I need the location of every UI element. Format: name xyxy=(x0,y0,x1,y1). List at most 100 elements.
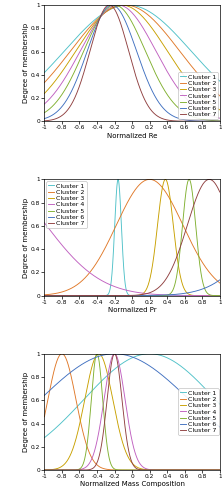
Cluster 2 xyxy=(61,289,64,295)
Cluster 3 xyxy=(164,467,166,473)
Cluster 1 xyxy=(183,40,186,46)
Cluster 6 xyxy=(120,292,123,298)
Cluster 3 xyxy=(183,467,186,473)
Cluster 2 xyxy=(124,2,127,8)
Cluster 4 xyxy=(121,2,123,8)
Cluster 1 xyxy=(164,20,166,26)
Cluster 4 xyxy=(43,467,46,473)
Cluster 4 xyxy=(164,467,166,473)
Cluster 5 xyxy=(188,176,190,182)
Cluster 2 xyxy=(218,280,221,286)
Cluster 4 xyxy=(218,467,221,473)
Cluster 4 xyxy=(61,80,64,86)
Cluster 2 xyxy=(183,226,186,232)
Cluster 6 xyxy=(183,392,186,398)
Cluster 3 xyxy=(61,292,64,298)
Cluster 2 xyxy=(180,50,183,56)
Cluster 4 xyxy=(113,351,116,357)
Cluster 2 xyxy=(180,218,183,224)
Cluster 5 xyxy=(164,467,166,473)
Line: Cluster 2: Cluster 2 xyxy=(44,354,220,470)
Line: Cluster 7: Cluster 7 xyxy=(44,354,220,470)
Cluster 5 xyxy=(114,2,117,8)
Cluster 7 xyxy=(114,352,117,358)
Cluster 5 xyxy=(113,2,116,8)
Cluster 6 xyxy=(218,118,221,124)
Cluster 6 xyxy=(113,351,116,357)
Cluster 6 xyxy=(61,103,64,109)
Cluster 3 xyxy=(43,467,46,473)
Cluster 1 xyxy=(114,366,117,372)
Line: Cluster 3: Cluster 3 xyxy=(44,5,220,110)
Cluster 7 xyxy=(43,118,46,124)
Line: Cluster 1: Cluster 1 xyxy=(44,180,220,296)
Cluster 6 xyxy=(183,290,186,296)
Cluster 5 xyxy=(96,351,98,357)
Cluster 7 xyxy=(180,467,183,473)
Line: Cluster 7: Cluster 7 xyxy=(44,180,220,296)
Cluster 7 xyxy=(113,351,116,357)
Cluster 3 xyxy=(218,292,221,298)
Cluster 2 xyxy=(43,292,46,298)
Cluster 7 xyxy=(164,116,166,122)
Cluster 4 xyxy=(183,94,186,100)
Cluster 5 xyxy=(43,292,46,298)
Cluster 2 xyxy=(61,58,64,64)
Cluster 6 xyxy=(218,277,221,283)
Line: Cluster 5: Cluster 5 xyxy=(44,180,220,296)
Line: Cluster 4: Cluster 4 xyxy=(44,5,220,118)
Cluster 2 xyxy=(164,188,166,194)
Line: Cluster 6: Cluster 6 xyxy=(44,280,220,295)
Cluster 1 xyxy=(164,292,166,298)
Cluster 2 xyxy=(121,467,123,473)
Cluster 3 xyxy=(180,467,183,473)
Line: Cluster 1: Cluster 1 xyxy=(44,5,220,81)
Cluster 3 xyxy=(218,467,221,473)
Cluster 7 xyxy=(180,242,182,248)
Cluster 7 xyxy=(164,467,166,473)
Cluster 3 xyxy=(183,286,186,292)
Cluster 1 xyxy=(127,2,129,8)
Cluster 4 xyxy=(183,467,186,473)
Cluster 7 xyxy=(163,278,166,283)
Cluster 6 xyxy=(121,11,123,17)
Cluster 4 xyxy=(180,467,183,473)
Cluster 4 xyxy=(114,284,117,290)
Legend: Cluster 1, Cluster 2, Cluster 3, Cluster 4, Cluster 5, Cluster 6, Cluster 7: Cluster 1, Cluster 2, Cluster 3, Cluster… xyxy=(46,181,87,228)
Cluster 2 xyxy=(218,467,221,473)
Cluster 4 xyxy=(120,286,123,292)
Cluster 6 xyxy=(61,376,64,382)
Cluster 3 xyxy=(43,292,46,298)
Cluster 1 xyxy=(180,364,183,370)
Cluster 3 xyxy=(180,278,183,283)
Cluster 1 xyxy=(218,401,221,407)
Cluster 1 xyxy=(164,354,166,360)
Cluster 4 xyxy=(61,242,64,248)
Cluster 5 xyxy=(164,88,166,94)
Cluster 4 xyxy=(218,292,221,298)
Cluster 5 xyxy=(43,467,46,473)
Line: Cluster 4: Cluster 4 xyxy=(44,223,220,296)
Cluster 6 xyxy=(180,291,182,297)
Cluster 7 xyxy=(208,176,211,182)
Cluster 2 xyxy=(183,467,186,473)
Cluster 3 xyxy=(61,68,64,74)
Cluster 4 xyxy=(180,292,182,298)
Cluster 1 xyxy=(61,50,64,56)
Cluster 4 xyxy=(218,115,221,121)
Y-axis label: Degree of membership: Degree of membership xyxy=(23,23,29,103)
Cluster 1 xyxy=(43,70,46,75)
Cluster 2 xyxy=(148,176,151,182)
Cluster 6 xyxy=(164,374,166,380)
Cluster 7 xyxy=(114,292,117,298)
Cluster 3 xyxy=(120,2,123,8)
Cluster 4 xyxy=(43,101,46,107)
Cluster 5 xyxy=(218,118,221,124)
Cluster 5 xyxy=(183,467,186,473)
Line: Cluster 1: Cluster 1 xyxy=(44,354,220,438)
Line: Cluster 7: Cluster 7 xyxy=(44,5,220,121)
Cluster 6 xyxy=(43,392,46,398)
Cluster 5 xyxy=(180,467,183,473)
Cluster 6 xyxy=(163,292,166,298)
Cluster 6 xyxy=(164,107,166,113)
